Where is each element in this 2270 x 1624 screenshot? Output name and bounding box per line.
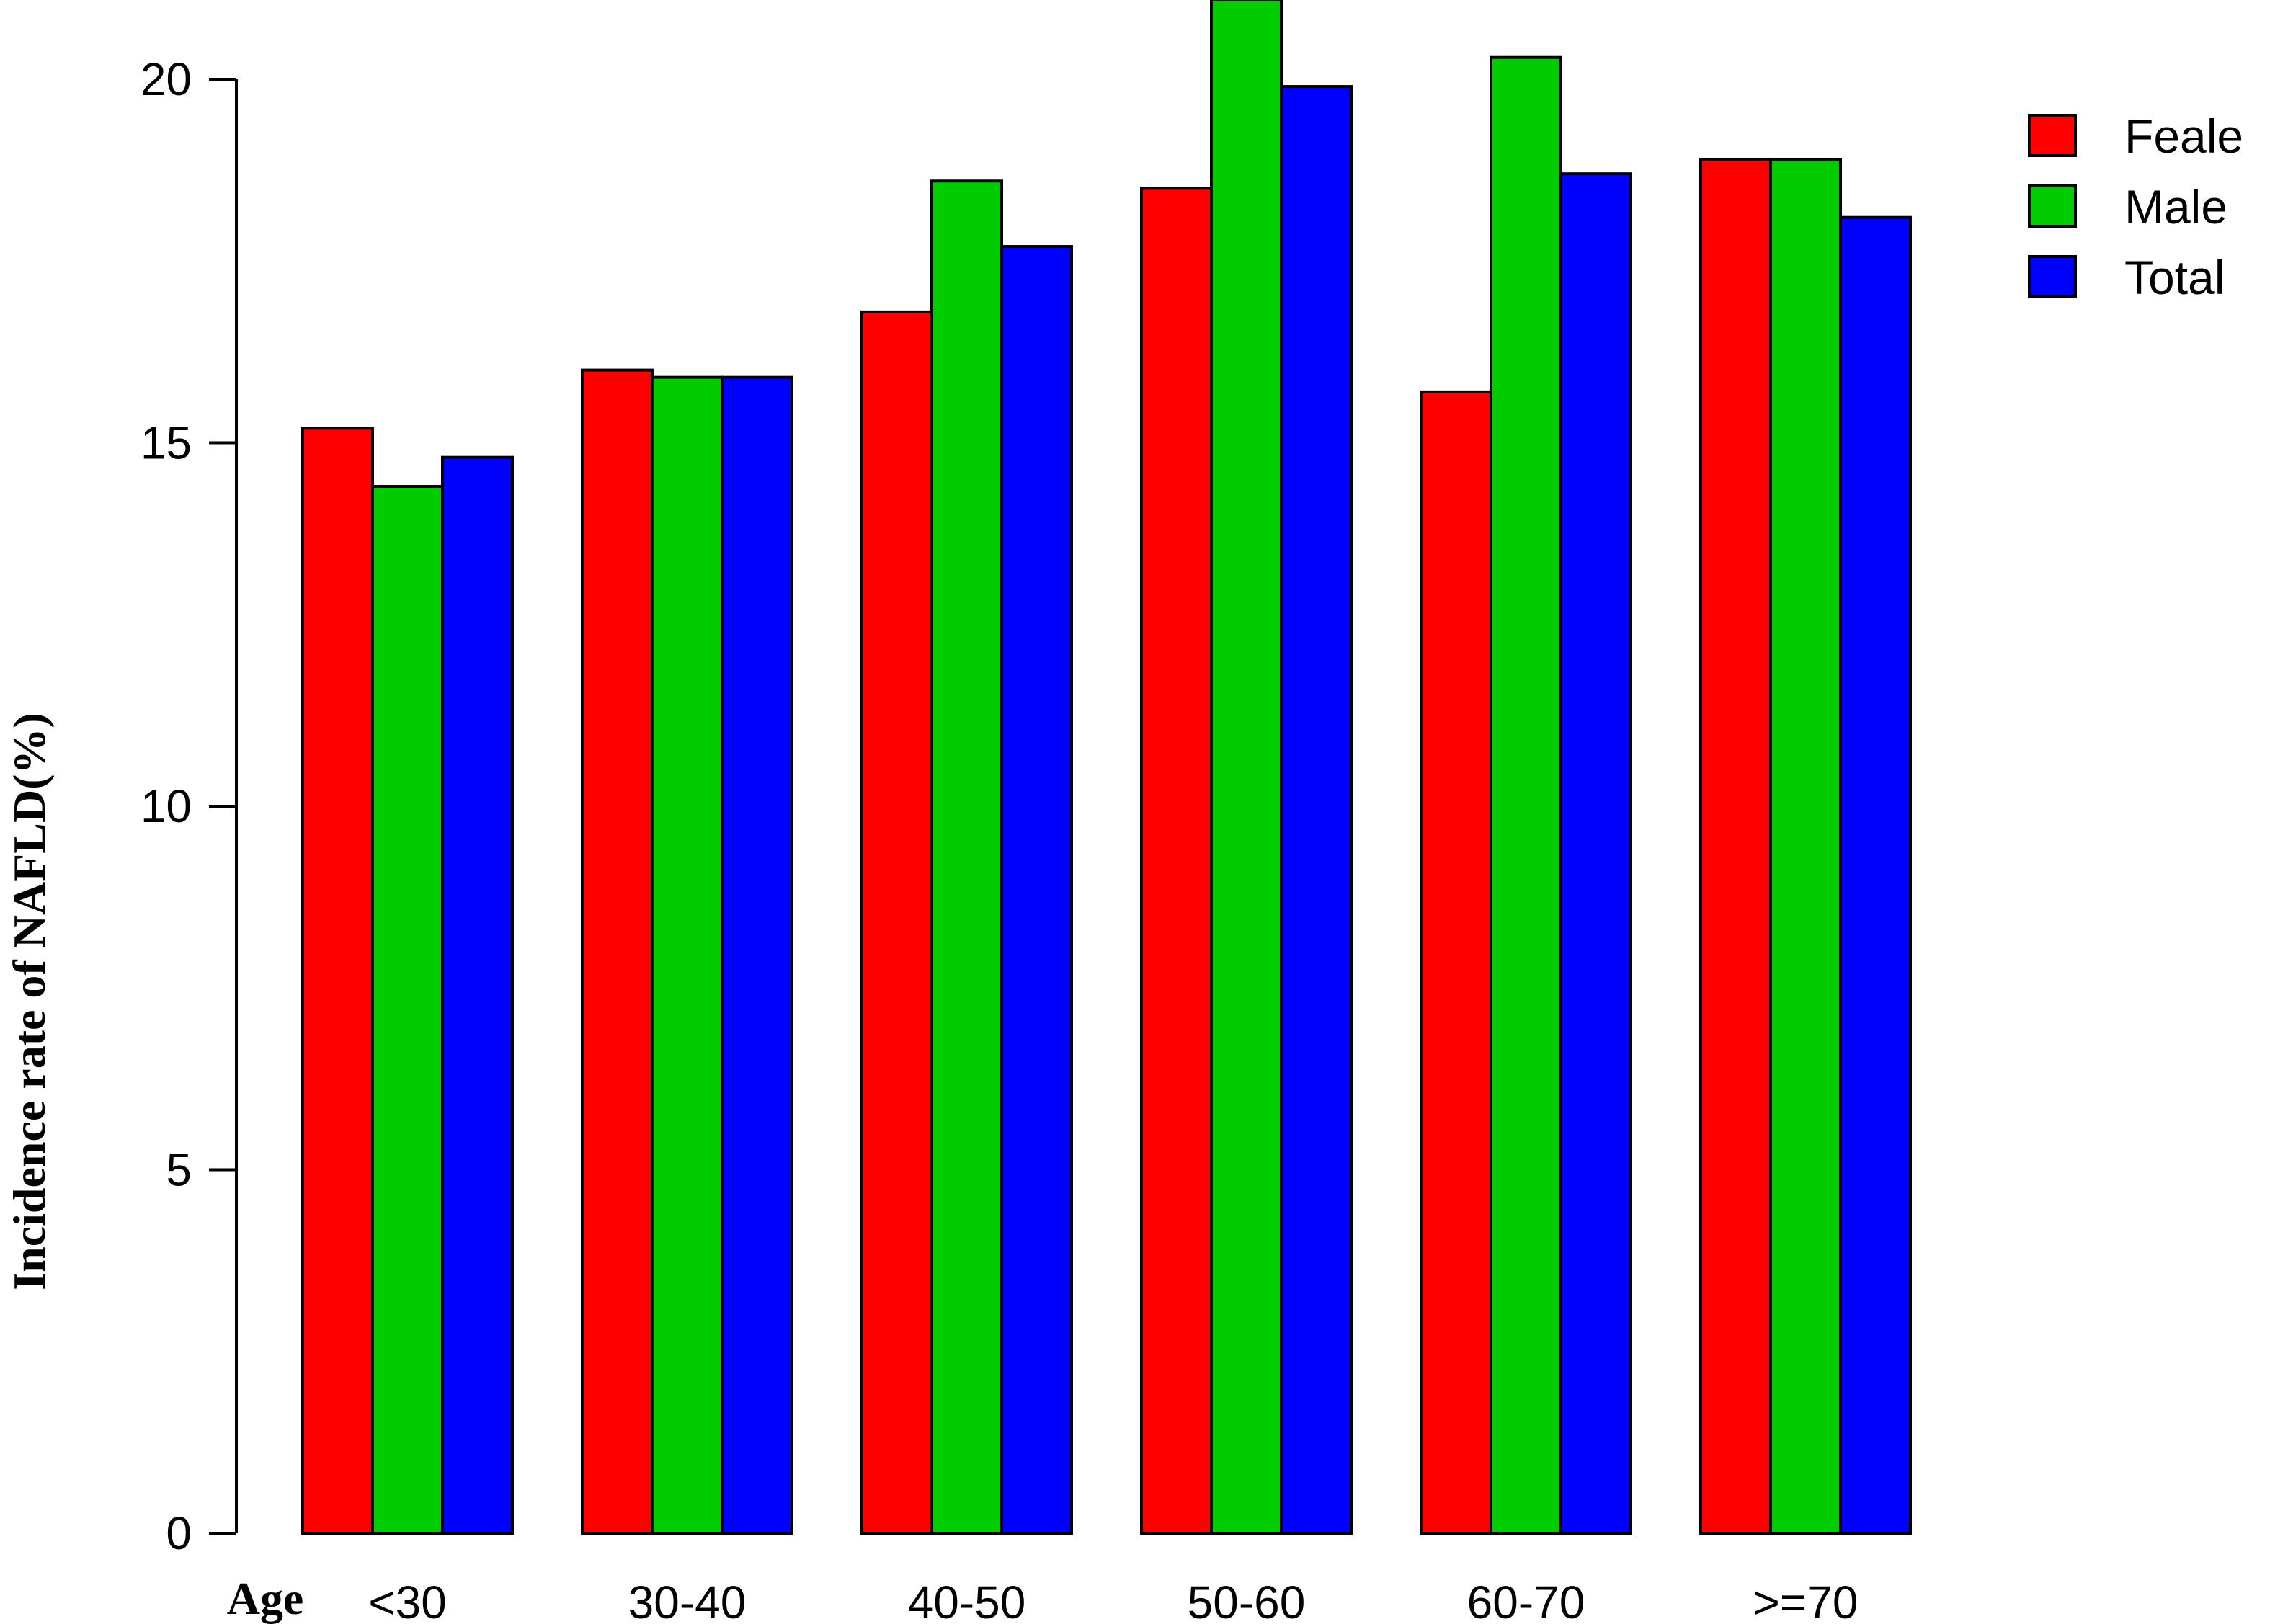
legend-label: Feale (2124, 110, 2243, 163)
bar (301, 427, 374, 1535)
x-tick-label: 30-40 (628, 1576, 747, 1624)
legend: Feale Male Total (2028, 110, 2243, 304)
y-axis: 0 5 10 15 20 (141, 53, 238, 1559)
bar (371, 485, 444, 1535)
bar (1420, 390, 1492, 1535)
x-tick-label: 50-60 (1188, 1576, 1306, 1624)
bar (1280, 85, 1353, 1535)
bar (581, 368, 654, 1535)
bar (441, 455, 514, 1535)
y-tick-label: 15 (141, 417, 192, 469)
y-axis-title: Incidence rate of NAFLD(%) (4, 713, 55, 1290)
bar (860, 310, 933, 1535)
y-tick-label: 5 (166, 1144, 192, 1196)
bar (930, 179, 1003, 1535)
y-tick-label: 0 (166, 1507, 192, 1559)
x-tick-labels: <30 30-40 40-50 50-60 60-70 >=70 (368, 1576, 1858, 1624)
x-tick-label: 60-70 (1467, 1576, 1585, 1624)
bar (1559, 172, 1632, 1535)
bar (1140, 187, 1213, 1535)
y-tick-label: 20 (141, 53, 192, 105)
bar (1769, 157, 1842, 1535)
legend-label: Total (2124, 251, 2225, 304)
y-tick-label: 10 (141, 780, 192, 832)
bar (1490, 55, 1562, 1535)
legend-swatch (2028, 114, 2077, 157)
bar (1000, 245, 1073, 1535)
legend-label: Male (2124, 180, 2227, 233)
bar (651, 375, 724, 1535)
legend-swatch (2028, 255, 2077, 298)
x-tick-label: 40-50 (908, 1576, 1026, 1624)
bar (1699, 157, 1772, 1535)
bar (721, 375, 793, 1535)
legend-swatch (2028, 184, 2077, 228)
bar (1839, 215, 1912, 1535)
bars (301, 0, 1912, 1535)
x-tick-label: <30 (368, 1576, 447, 1624)
bar (1210, 0, 1283, 1535)
x-axis-title: Age (227, 1573, 304, 1624)
x-tick-label: >=70 (1753, 1576, 1859, 1624)
